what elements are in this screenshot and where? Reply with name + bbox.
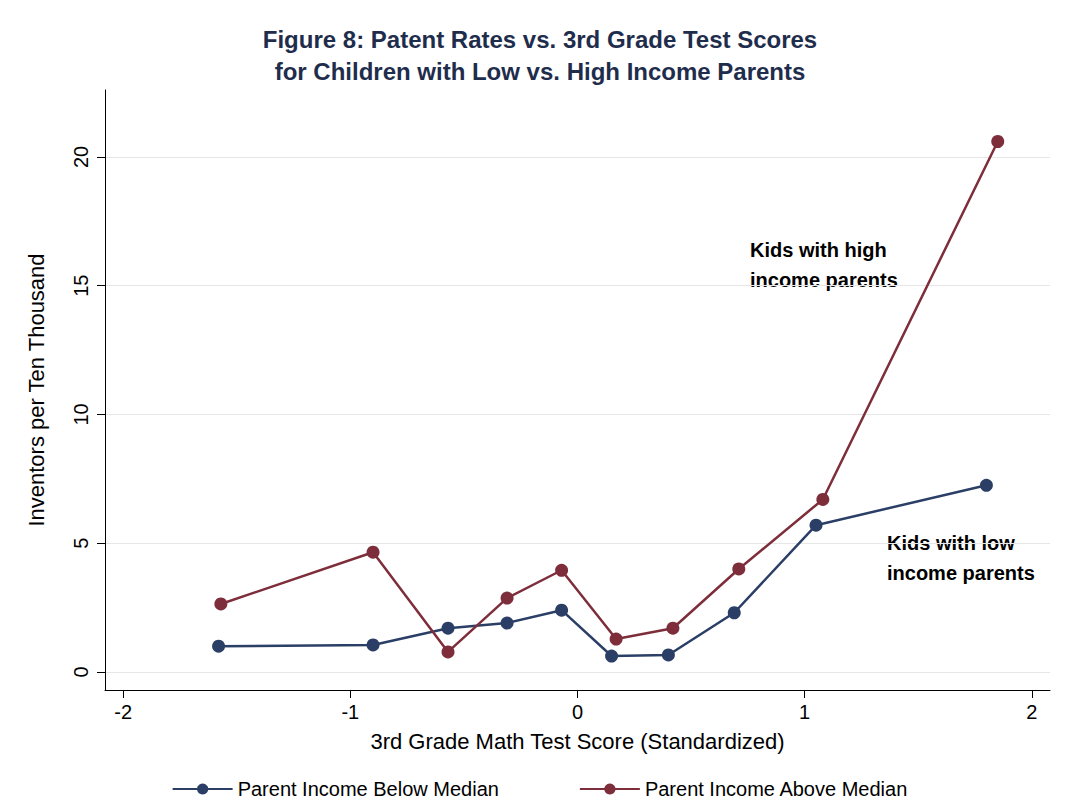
svg-text:20: 20 <box>70 146 92 168</box>
svg-text:3rd Grade Math Test Score (Sta: 3rd Grade Math Test Score (Standardized) <box>370 729 784 754</box>
svg-text:0: 0 <box>70 666 92 677</box>
svg-text:income parents: income parents <box>750 269 898 291</box>
svg-text:2: 2 <box>1026 701 1037 723</box>
svg-text:for Children with Low vs. High: for Children with Low vs. High Income Pa… <box>275 58 806 85</box>
svg-text:1: 1 <box>799 701 810 723</box>
svg-text:5: 5 <box>70 538 92 549</box>
svg-text:-2: -2 <box>114 701 132 723</box>
svg-text:10: 10 <box>70 403 92 425</box>
svg-text:Inventors per Ten Thousand: Inventors per Ten Thousand <box>24 253 49 526</box>
svg-text:Kids with high: Kids with high <box>750 239 887 261</box>
svg-text:Kids with low: Kids with low <box>887 532 1015 554</box>
svg-text:Figure 8: Patent Rates vs. 3rd: Figure 8: Patent Rates vs. 3rd Grade Tes… <box>263 26 817 53</box>
svg-text:income parents: income parents <box>887 562 1035 584</box>
svg-text:-1: -1 <box>341 701 359 723</box>
svg-text:Parent Income Above Median: Parent Income Above Median <box>645 778 907 800</box>
svg-text:0: 0 <box>572 701 583 723</box>
svg-text:Parent Income Below Median: Parent Income Below Median <box>238 778 499 800</box>
svg-text:15: 15 <box>70 275 92 297</box>
